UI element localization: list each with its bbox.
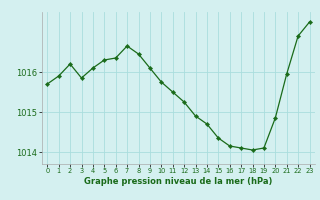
X-axis label: Graphe pression niveau de la mer (hPa): Graphe pression niveau de la mer (hPa) <box>84 177 273 186</box>
